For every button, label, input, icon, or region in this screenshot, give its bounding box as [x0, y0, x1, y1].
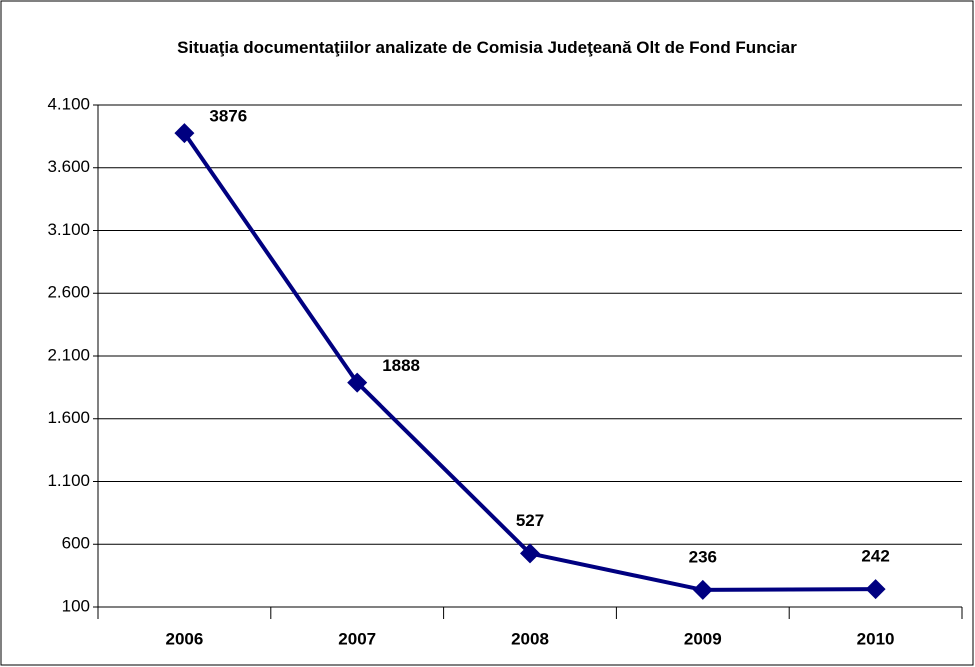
marker: [520, 543, 540, 564]
y-tick-label: 1.100: [47, 471, 90, 490]
x-tick-label: 2008: [511, 629, 549, 648]
data-label: 1888: [382, 356, 420, 375]
data-label: 527: [516, 511, 544, 530]
y-tick-label: 3.600: [47, 157, 90, 176]
chart-title: Situaţia documentaţiilor analizate de Co…: [177, 38, 797, 57]
x-tick-label: 2009: [684, 629, 722, 648]
data-label: 3876: [209, 107, 247, 126]
y-tick-label: 100: [62, 596, 90, 615]
x-tick-label: 2006: [165, 629, 203, 648]
data-label: 242: [861, 547, 889, 566]
y-tick-label: 600: [62, 534, 90, 553]
marker: [174, 123, 195, 144]
x-tick-label: 2010: [857, 629, 895, 648]
marker: [865, 579, 886, 600]
marker: [692, 579, 713, 600]
y-tick-label: 1.600: [47, 408, 90, 427]
y-tick-label: 2.600: [47, 283, 90, 302]
y-tick-label: 3.100: [47, 220, 90, 239]
marker: [347, 372, 368, 393]
y-tick-label: 2.100: [47, 345, 90, 364]
data-label: 236: [689, 547, 717, 566]
y-tick-label: 4.100: [47, 94, 90, 113]
x-tick-label: 2007: [338, 629, 376, 648]
